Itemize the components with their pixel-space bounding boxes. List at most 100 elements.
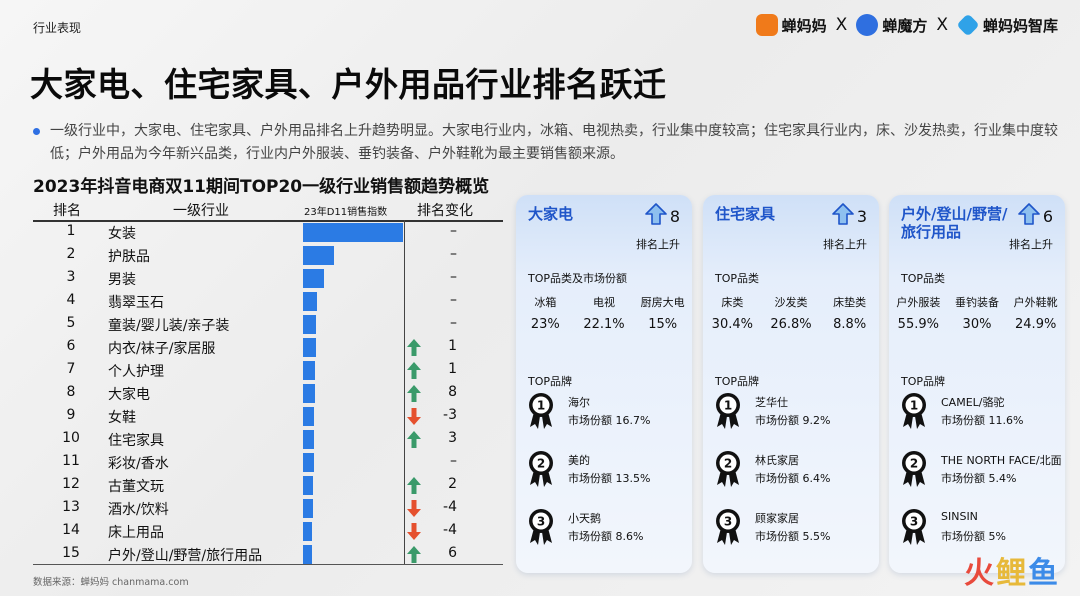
industry-card: 大家电 8 排名上升 TOP品类及市场份额 冰箱 电视 厨房大电 23% 22.1% 15% TOP… [516,195,692,573]
rank-up-value: 6 [1042,206,1053,226]
top-category-name: 床垫类 [833,296,867,309]
sales-index-bar [303,453,314,472]
watermark-logo: 火 鲤 鱼 [964,548,1058,592]
arrow-up-icon [407,362,421,379]
brand-share: 市场份额 5.5% [755,530,831,543]
chanmofang-logo-icon [856,14,879,36]
medal-rank: 3 [724,515,732,529]
top-category-name: 垂钓装备 [955,296,999,309]
row-rank: 14 [62,522,80,538]
arrow-up-icon [407,477,421,494]
row-rank: 9 [66,407,76,423]
top-category-name: 厨房大电 [640,296,685,309]
rank-up-indicator: 6 [1018,203,1053,229]
header-sales-index: 23年D11销售指数 [304,207,388,218]
rank-up-label: 排名上升 [1009,238,1053,251]
medal-rank: 2 [537,457,545,471]
sales-index-bar [303,384,315,403]
row-rank-change: – [450,246,457,262]
logo-chanmama-zhiku: 蝉妈妈智库 [956,13,1058,37]
watermark-char: 鲤 [996,556,1026,591]
arrow-down-icon [407,500,421,517]
sales-index-bar [303,292,317,311]
row-rank: 1 [66,223,76,239]
arrow-up-icon [407,546,421,563]
logo-chanmofang-text: 蝉魔方 [882,16,928,35]
top-category-name: 电视 [593,296,615,309]
row-rank-change: – [450,453,457,469]
top-category-names: 冰箱 电视 厨房大电 [516,294,692,310]
medal-icon: 1 [528,392,554,430]
arrow-up-icon [407,431,421,448]
top-category-share: 22.1% [583,317,625,332]
sales-index-bar [303,315,316,334]
arrow-up-icon [407,339,421,356]
table-row: 6 内衣/袜子/家居服 1 [33,336,503,359]
row-category: 男装 [108,272,136,288]
partner-logos: 蝉妈妈 X 蝉魔方 X 蝉妈妈智库 [755,12,1058,38]
card-title: 住宅家具 [715,205,776,223]
medal-rank: 2 [910,457,918,471]
watermark-char: 火 [964,556,994,591]
card-title: 户外/登山/野营/旅行用品 [901,205,1008,241]
medal-icon: 1 [715,392,741,430]
row-category: 翡翠玉石 [108,295,164,311]
data-source: 数据来源：蝉妈妈 chanmama.com [33,577,189,588]
chanmama-zhiku-logo-icon [956,13,980,37]
top-category-share: 30.4% [711,317,753,332]
row-category: 个人护理 [108,364,164,380]
brand-name: 顾家家居 [755,512,799,525]
table-row: 5 童装/婴儿装/亲子装 – [33,313,503,336]
top-category-names: 床类 沙发类 床垫类 [703,294,879,310]
table-row: 12 古董文玩 2 [33,474,503,497]
medal-icon: 1 [901,392,927,430]
table-row: 14 床上用品 -4 [33,520,503,543]
top-category-label: TOP品类 [715,272,760,285]
bullet-dot-icon [33,128,40,135]
table-row: 2 护肤品 – [33,244,503,267]
top-brand-label: TOP品牌 [901,375,946,388]
row-rank-change: 1 [448,361,457,377]
rank-up-value: 8 [669,206,680,226]
chanmama-logo-icon [755,14,778,36]
sales-index-bar [303,223,403,242]
row-rank: 8 [66,384,76,400]
top-brand-label: TOP品牌 [715,375,760,388]
row-rank: 10 [62,430,80,446]
top-category-name: 床类 [721,296,744,309]
sales-index-bar [303,522,312,541]
medal-rank: 3 [910,515,918,529]
row-category: 彩妆/香水 [108,456,169,472]
industry-card: 住宅家具 3 排名上升 TOP品类 床类 沙发类 床垫类 30.4% 26.8% 8.8% TOP品… [703,195,879,573]
sales-index-bar [303,499,313,518]
table-column-divider [404,220,405,564]
row-category: 酒水/饮料 [108,502,169,518]
sales-index-bar [303,476,313,495]
top-category-shares: 30.4% 26.8% 8.8% [703,317,879,332]
header-rank-change: 排名变化 [417,203,473,219]
row-rank: 5 [66,315,76,331]
logo-chanmama-text: 蝉妈妈 [781,16,827,35]
rank-up-indicator: 8 [645,203,680,229]
medal-icon: 2 [715,450,741,488]
watermark-char: 鱼 [1028,556,1058,591]
brand-share: 市场份额 16.7% [568,414,651,427]
brand-name: 林氏家居 [755,454,799,467]
top-category-share: 26.8% [770,317,812,332]
top-category-share: 55.9% [897,317,939,332]
sales-index-bar [303,338,316,357]
table-row: 11 彩妆/香水 – [33,451,503,474]
medal-rank: 1 [910,399,918,413]
top-category-name: 户外鞋靴 [1013,296,1058,309]
page-title: 大家电、住宅家具、户外用品行业排名跃迁 [30,65,667,104]
table-row: 13 酒水/饮料 -4 [33,497,503,520]
brand-name: 美的 [568,454,590,467]
brand-name: 小天鹅 [568,512,601,525]
chart-title: 2023年抖音电商双11期间TOP20一级行业销售额趋势概览 [33,177,490,197]
row-rank-change: 3 [448,430,457,446]
brand-name: THE NORTH FACE/北面 [941,454,1062,467]
brand-share: 市场份额 8.6% [568,530,644,543]
top-category-share: 24.9% [1015,317,1057,332]
brand-share: 市场份额 6.4% [755,472,831,485]
logo-separator: X [936,15,948,35]
